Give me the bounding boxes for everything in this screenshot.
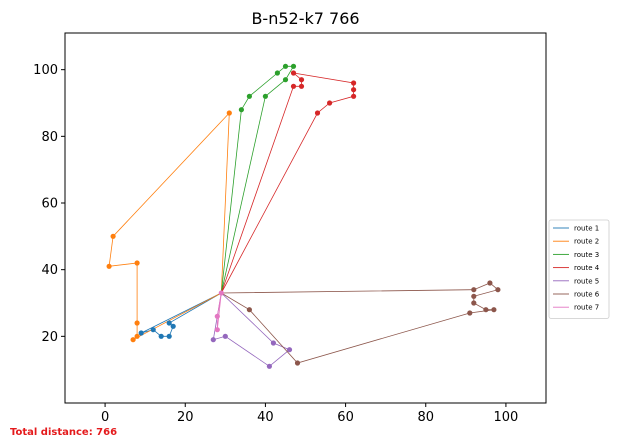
route-7-stop xyxy=(214,313,220,319)
chart-title: B-n52-k7 766 xyxy=(251,9,359,28)
x-tick-label: 100 xyxy=(494,410,519,425)
route-line-7 xyxy=(216,292,222,330)
y-tick-label: 80 xyxy=(41,130,58,145)
route-3-stop xyxy=(282,77,289,83)
route-6-stop xyxy=(483,307,489,313)
route-line-2 xyxy=(108,111,230,341)
y-tick-label: 20 xyxy=(41,330,58,345)
route-2-stop xyxy=(110,233,116,239)
route-6-stop xyxy=(471,300,477,306)
legend-label-1: route 1 xyxy=(574,225,599,233)
route-6-stop xyxy=(471,287,477,293)
route-2-stop xyxy=(134,260,140,266)
y-tick-label: 40 xyxy=(41,263,58,278)
route-4-stop xyxy=(314,110,321,116)
y-tick-label: 60 xyxy=(41,197,58,212)
depot-marker xyxy=(218,290,224,296)
legend-label-2: route 2 xyxy=(574,238,599,246)
x-tick-label: 80 xyxy=(417,410,434,425)
route-4-stop xyxy=(290,83,297,89)
route-4-stop xyxy=(351,80,357,86)
route-1-stop xyxy=(138,330,144,336)
legend-label-6: route 6 xyxy=(574,291,600,299)
route-2-stop xyxy=(106,263,112,269)
route-4-stop xyxy=(327,100,333,106)
total-distance-label: Total distance: 766 xyxy=(10,427,118,438)
route-4-stop xyxy=(290,70,297,76)
route-line-5 xyxy=(212,292,291,367)
route-5-stop xyxy=(210,337,216,343)
route-3-stop xyxy=(262,93,268,99)
route-3-stop xyxy=(246,93,252,99)
route-2-stop xyxy=(134,320,140,326)
route-2-stop xyxy=(130,337,136,343)
route-4-stop xyxy=(298,83,305,89)
legend-label-4: route 4 xyxy=(574,264,600,272)
route-line-4 xyxy=(220,72,355,294)
route-5-stop xyxy=(270,340,276,346)
x-axis: 0 20 40 60 80 100 xyxy=(101,403,518,425)
route-2-stop xyxy=(134,333,140,339)
axes-frame xyxy=(64,32,547,404)
route-6-stop xyxy=(246,307,252,313)
x-tick-label: 40 xyxy=(257,410,274,425)
y-tick-label: 100 xyxy=(33,63,58,78)
route-5-stop xyxy=(222,333,228,339)
route-1-stop xyxy=(150,327,156,333)
route-6-stop xyxy=(471,293,477,299)
route-5-stop xyxy=(266,363,272,369)
route-7-stop xyxy=(214,327,220,333)
route-1-stop xyxy=(166,320,172,326)
route-1-stop xyxy=(158,333,164,339)
route-3-stop xyxy=(238,107,244,113)
x-tick-label: 20 xyxy=(177,410,194,425)
route-6-stop xyxy=(487,280,493,286)
legend-label-7: route 7 xyxy=(574,304,599,312)
route-2-stop xyxy=(226,110,232,116)
route-6-stop xyxy=(294,360,301,366)
route-points xyxy=(106,63,501,369)
legend-label-3: route 3 xyxy=(574,251,599,259)
legend-label-5: route 5 xyxy=(574,277,599,285)
route-6-stop xyxy=(491,307,497,313)
route-3-stop xyxy=(274,70,280,76)
x-tick-label: 60 xyxy=(337,410,354,425)
route-line-3 xyxy=(220,65,295,294)
y-axis: 20 40 60 80 100 xyxy=(33,63,65,345)
route-1-stop xyxy=(166,333,172,339)
route-1-stop xyxy=(170,323,176,329)
legend: route 1 route 2 route 3 route 4 route 5 route… xyxy=(548,219,610,319)
route-line-6 xyxy=(221,282,499,364)
x-tick-label: 0 xyxy=(101,410,109,425)
route-6-stop xyxy=(495,287,501,293)
route-3-stop xyxy=(282,63,289,69)
route-3-stop xyxy=(290,63,297,69)
route-4-stop xyxy=(298,77,305,83)
route-4-stop xyxy=(351,93,357,99)
route-6-stop xyxy=(467,310,473,316)
route-4-stop xyxy=(351,87,357,93)
route-5-stop xyxy=(286,347,293,353)
